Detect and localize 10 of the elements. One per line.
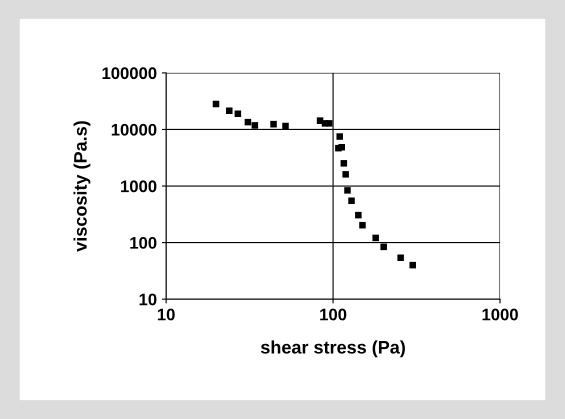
x-tick-label: 10	[158, 308, 175, 320]
y-tick-label: 100	[130, 237, 156, 249]
y-tick-label: 100000	[102, 67, 156, 80]
y-axis-title: viscosity (Pa.s)	[74, 121, 90, 252]
x-tick-label: 1000	[482, 308, 518, 320]
x-axis-title: shear stress (Pa)	[260, 340, 405, 358]
y-tick-label: 1000	[121, 180, 156, 192]
x-tick-label: 100	[320, 308, 346, 320]
y-tick-label: 10	[140, 294, 156, 306]
y-tick-label: 10000	[112, 124, 156, 136]
